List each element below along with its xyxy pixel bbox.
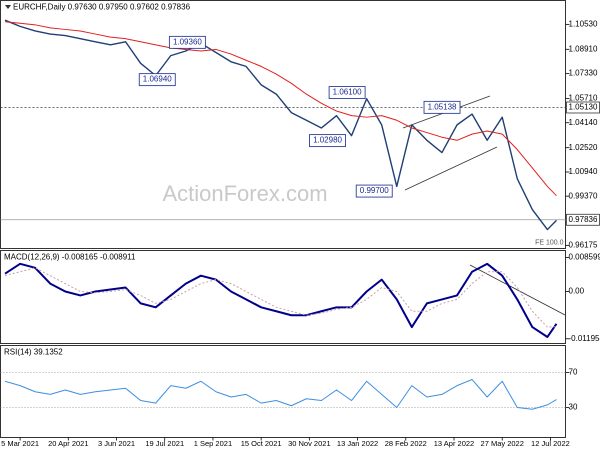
series-line [4,379,557,410]
macd-trendline [469,264,566,316]
y-tick-label: 0.00 [569,287,585,296]
y-tick-label: 1.05710 [569,94,598,103]
annotation-label: 1.06940 [143,75,172,84]
rsi-panel-frame [0,345,566,438]
y-tick-label: 1.07330 [569,69,598,78]
x-tick-label: 27 May 2022 [481,439,524,448]
annotation-label: 1.06100 [333,88,362,97]
x-tick-label: 20 Apr 2021 [48,439,88,448]
y-tick-label: 0.008599 [569,253,600,262]
menu-icon [5,5,11,9]
x-tick-label: 13 Apr 2022 [434,439,474,448]
annotation-box [423,100,461,114]
x-tick-label: 1 Sep 2021 [194,439,232,448]
x-tick-label: 30 Nov 2021 [288,439,331,448]
annotation-box [168,35,206,49]
series-line [4,19,557,231]
y-tick-label: 70 [569,368,578,377]
x-tick-label: 13 Jan 2022 [337,439,378,448]
price-panel-frame [0,0,566,249]
annotation-label: 1.05138 [428,102,457,111]
x-tick-label: 5 Mar 2021 [1,439,39,448]
panel-title: RSI(14) 39.1352 [4,348,63,357]
y-tick-label: 0.96175 [569,240,598,249]
y-tick-label: 1.04140 [569,118,598,127]
level-label: 1.05130 [569,103,598,112]
y-tick-label: 30 [569,403,578,412]
y-tick-label: 1.00940 [569,167,598,176]
annotation-label: 1.02980 [313,136,342,145]
y-tick-label: -0.011958 [569,334,600,343]
series-line [4,21,557,197]
annotation-box [138,73,176,87]
x-tick-label: 3 Jun 2021 [98,439,135,448]
annotation-box [309,134,346,148]
x-tick-label: 28 Feb 2022 [385,439,427,448]
x-tick-label: 15 Oct 2021 [241,439,282,448]
y-tick-label: 1.02520 [569,143,598,152]
x-tick-label: 12 Jul 2022 [531,439,570,448]
panel-title: EURCHF,Daily 0.97630 0.97950 0.97602 0.9… [13,3,191,12]
annotation-label: 1.09360 [173,37,202,46]
watermark: ActionForex.com [162,181,327,206]
y-tick-label: 1.10530 [569,19,598,28]
channel-lower [404,146,498,191]
annotation-box [355,184,393,198]
x-tick-label: 19 Jul 2021 [145,439,184,448]
annotation-box [328,86,366,100]
annotation-label: 0.99700 [360,186,389,195]
macd-panel-frame [0,250,566,344]
series-line [4,262,558,338]
panel-title: MACD(12,26,9) -0.008165 -0.008911 [4,253,136,262]
y-tick-label: 0.99370 [569,191,598,200]
level-label: 0.97836 [569,215,598,224]
y-tick-label: 1.08910 [569,44,598,53]
series-line [4,267,557,328]
note: FE 100.0 [535,239,564,246]
